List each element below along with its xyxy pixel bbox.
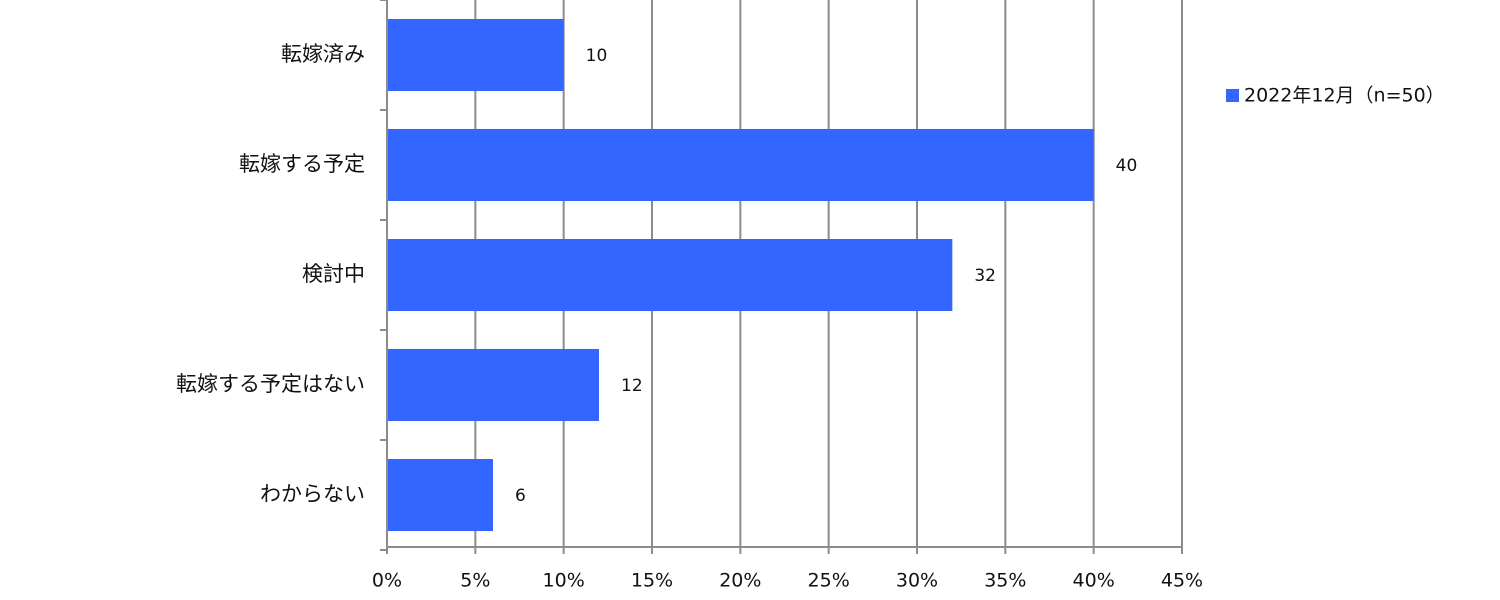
bar-0 [387,19,564,91]
x-tick-label-0: 0% [372,570,402,592]
bar-3 [387,349,599,421]
x-tick-label-25: 25% [808,570,850,592]
category-label-0: 転嫁済み [281,42,365,66]
legend-label: 2022年12月（n=50） [1244,85,1445,107]
data-label-3: 12 [621,376,643,396]
legend: 2022年12月（n=50） [1226,85,1445,107]
bar-2 [387,239,953,311]
category-label-3: 転嫁する予定はない [176,372,365,396]
category-label-4: わからない [260,482,365,506]
x-tick-label-40: 40% [1073,570,1115,592]
data-label-1: 40 [1116,156,1138,176]
bars [387,19,1094,531]
x-tick-label-10: 10% [543,570,585,592]
legend-swatch [1226,89,1239,102]
x-tick-label-35: 35% [984,570,1026,592]
x-tick-label-20: 20% [719,570,761,592]
bar-1 [387,129,1094,201]
data-label-4: 6 [515,486,526,506]
x-tick-label-5: 5% [460,570,490,592]
data-label-2: 32 [974,266,996,286]
x-tick-label-45: 45% [1161,570,1203,592]
bar-4 [387,459,493,531]
category-label-1: 転嫁する予定 [239,152,365,176]
x-tick-label-15: 15% [631,570,673,592]
data-label-0: 10 [586,46,608,66]
axes [380,0,1183,554]
labels: 転嫁済み 10 転嫁する予定 40 検討中 32 転嫁する予定はない 12 わからない 6 0% 5%… [176,42,1203,592]
x-tick-label-30: 30% [896,570,938,592]
category-label-2: 検討中 [302,262,365,286]
